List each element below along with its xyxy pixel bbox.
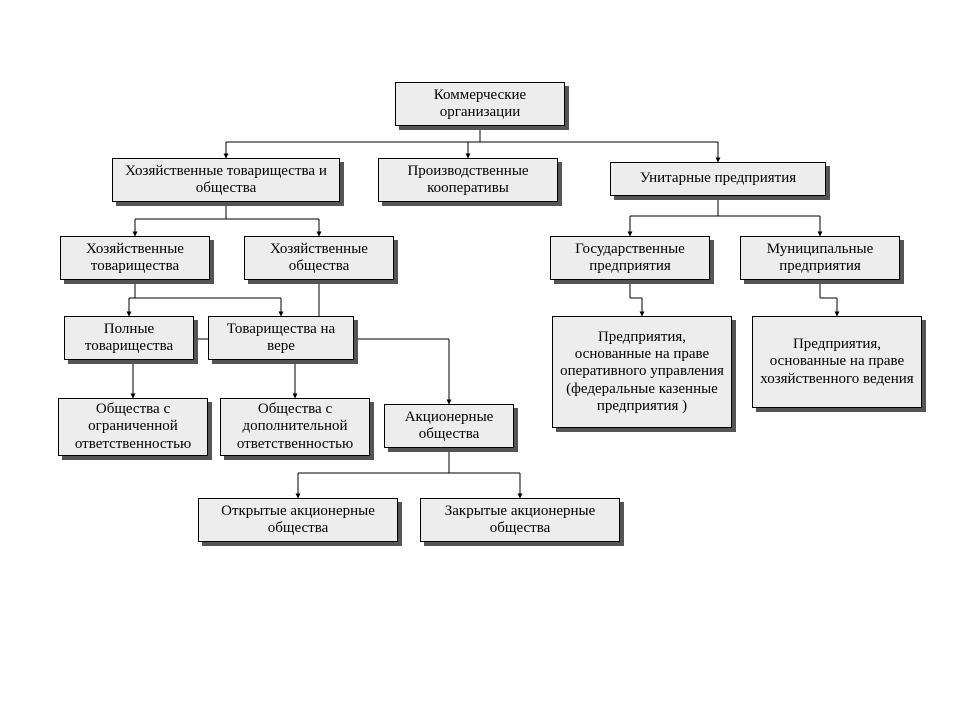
node-label: Предприятия, основанные на праве хозяйст… [759,336,915,388]
node-n112: Товарищества на вере [208,316,354,360]
node-label: Открытые акционерные общества [205,503,391,538]
node-label: Закрытые акционерные общества [427,503,613,538]
node-n121: Общества с ограниченной ответственностью [58,398,208,456]
node-n31: Государственные предприятия [550,236,710,280]
node-n122: Общества с дополнительной ответственност… [220,398,370,456]
node-n123: Акционерные общества [384,404,514,448]
node-label: Акционерные общества [391,409,507,444]
node-n2: Производственные кооперативы [378,158,558,202]
node-n311: Предприятия, основанные на праве операти… [552,316,732,428]
node-label: Предприятия, основанные на праве операти… [559,329,725,415]
node-n111: Полные товарищества [64,316,194,360]
node-label: Полные товарищества [71,321,187,356]
node-label: Общества с дополнительной ответственност… [227,401,363,453]
node-label: Муниципальные предприятия [747,241,893,276]
node-label: Государственные предприятия [557,241,703,276]
node-n12: Хозяйственные общества [244,236,394,280]
node-n32: Муниципальные предприятия [740,236,900,280]
node-n1231: Открытые акционерные общества [198,498,398,542]
node-n1232: Закрытые акционерные общества [420,498,620,542]
node-label: Хозяйственные товарищества [67,241,203,276]
node-n1: Хозяйственные товарищества и общества [112,158,340,202]
node-label: Производственные кооперативы [385,163,551,198]
node-label: Унитарные предприятия [640,170,796,187]
node-n11: Хозяйственные товарищества [60,236,210,280]
node-root: Коммерческие организации [395,82,565,126]
node-label: Коммерческие организации [402,87,558,122]
org-chart-canvas: Коммерческие организации Хозяйственные то… [0,0,960,720]
node-label: Товарищества на вере [215,321,347,356]
node-n321: Предприятия, основанные на праве хозяйст… [752,316,922,408]
node-label: Хозяйственные общества [251,241,387,276]
node-n3: Унитарные предприятия [610,162,826,196]
node-label: Общества с ограниченной ответственностью [65,401,201,453]
node-label: Хозяйственные товарищества и общества [119,163,333,198]
